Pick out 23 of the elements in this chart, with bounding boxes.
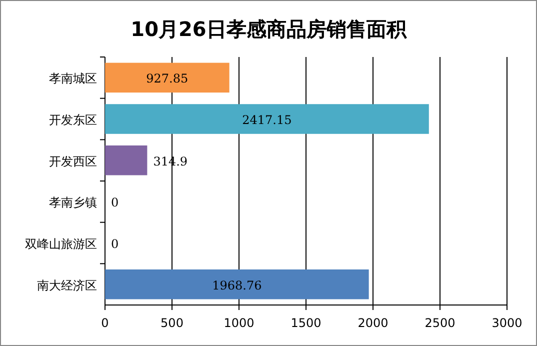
x-tick-label: 2000 xyxy=(358,316,388,330)
data-label: 0 xyxy=(111,196,119,210)
x-tick-label: 500 xyxy=(160,316,184,330)
data-label: 2417.15 xyxy=(242,113,292,127)
bar xyxy=(105,269,369,300)
y-tick-label: 孝南城区 xyxy=(49,72,97,86)
y-tick-label: 开发西区 xyxy=(49,154,97,168)
y-tick-label: 开发东区 xyxy=(49,113,97,127)
x-tick-label: 2500 xyxy=(424,316,456,330)
bar xyxy=(105,62,230,93)
x-tick-label: 0 xyxy=(101,316,109,330)
data-label: 0 xyxy=(111,237,119,251)
x-tick-label: 1000 xyxy=(224,316,254,330)
y-tick-label: 双峰山旅游区 xyxy=(25,237,97,251)
x-tick-label: 1500 xyxy=(290,316,322,330)
x-tick-label: 3000 xyxy=(492,316,522,330)
bar xyxy=(105,104,429,134)
data-label: 927.85 xyxy=(146,72,188,86)
y-tick-label: 孝南乡镇 xyxy=(49,196,97,210)
bar xyxy=(105,145,148,176)
chart-title: 10月26日孝感商品房销售面积 xyxy=(130,17,408,41)
data-label: 1968.76 xyxy=(212,278,262,292)
y-tick-label: 南大经济区 xyxy=(37,278,97,292)
